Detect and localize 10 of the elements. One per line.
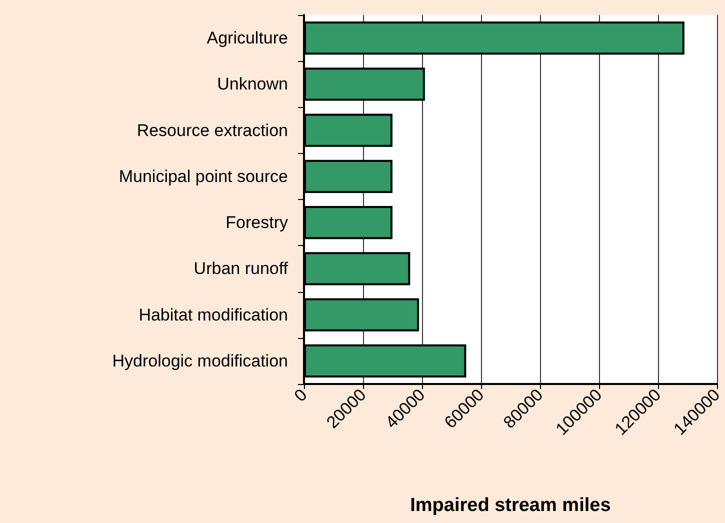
y-tick-label: Resource extraction: [136, 120, 288, 140]
y-tick-label: Unknown: [217, 74, 288, 94]
y-tick-label: Habitat modification: [138, 305, 288, 324]
x-axis-title: Impaired stream miles: [410, 495, 611, 516]
y-tick-label: Forestry: [226, 213, 288, 232]
x-tick-label: 0: [290, 385, 311, 406]
y-tick-label: Municipal point source: [118, 166, 288, 186]
y-tick-label: Hydrologic modification: [112, 351, 288, 370]
y-tick-label: Agriculture: [206, 28, 288, 48]
y-tick-label: Urban runoff: [194, 259, 288, 278]
